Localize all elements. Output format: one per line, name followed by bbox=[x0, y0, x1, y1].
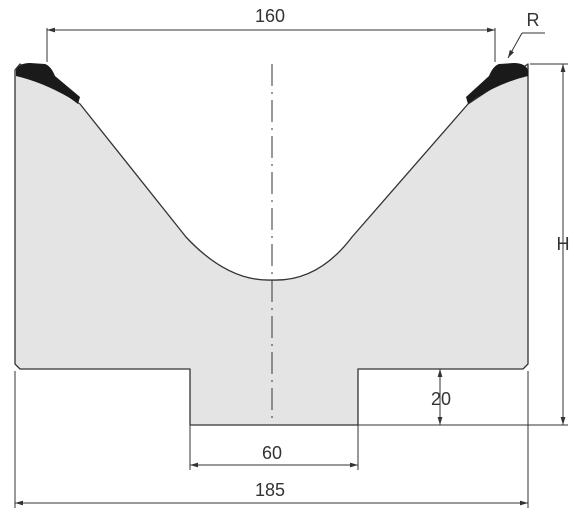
dim-185-label: 185 bbox=[255, 480, 285, 500]
dim-r-label: R bbox=[527, 10, 540, 30]
right-shoulder-insert bbox=[466, 63, 528, 104]
dim-r-arrow bbox=[507, 32, 523, 59]
dim-h-label: H bbox=[557, 234, 570, 254]
left-shoulder-insert bbox=[16, 63, 80, 104]
die-body bbox=[14, 63, 529, 426]
dim-160-label: 160 bbox=[255, 6, 285, 26]
dim-60-label: 60 bbox=[262, 443, 282, 463]
dim-20-label: 20 bbox=[431, 389, 451, 409]
